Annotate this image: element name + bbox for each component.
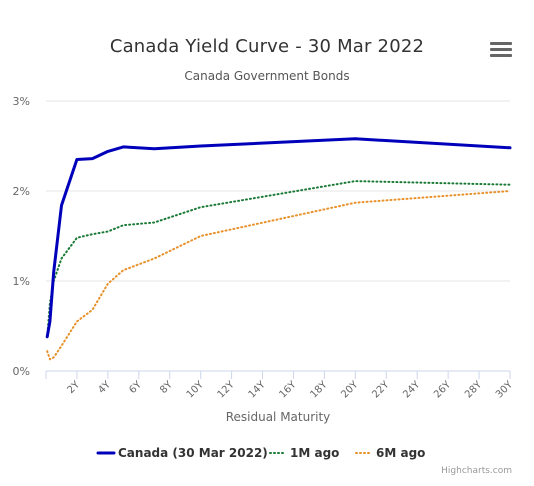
x-tick-label: 6Y (127, 379, 144, 396)
x-tick-label: 26Y (432, 379, 454, 401)
y-tick-label: 3% (13, 95, 30, 108)
hamburger-menu-icon[interactable] (490, 42, 512, 60)
menu-bar (490, 42, 512, 45)
chart-title: Canada Yield Curve - 30 Mar 2022 (109, 36, 425, 57)
credits-link[interactable]: Highcharts.com (441, 466, 512, 476)
x-tick-label: 20Y (339, 379, 361, 401)
x-tick-label: 4Y (96, 379, 113, 396)
chart-subtitle: Canada Government Bonds (184, 69, 350, 83)
x-tick-label: 24Y (401, 379, 423, 401)
series-line (45, 137, 512, 339)
x-tick-label: 12Y (216, 379, 238, 401)
legend-item-label[interactable]: 1M ago (290, 446, 339, 460)
x-tick-label: 2Y (65, 379, 82, 396)
x-tick-label: 14Y (247, 379, 269, 401)
x-tick-label: 22Y (370, 379, 392, 401)
series-line (46, 190, 511, 361)
y-tick-label: 0% (13, 365, 30, 378)
x-tick-label: 16Y (277, 379, 299, 401)
legend-item-label[interactable]: Canada (30 Mar 2022) (118, 446, 268, 460)
menu-bar (490, 48, 512, 51)
x-axis-label: Residual Maturity (226, 410, 331, 424)
x-tick-label: 10Y (185, 379, 207, 401)
menu-bar (490, 54, 512, 57)
x-tick-label: 28Y (463, 379, 485, 401)
series-line (46, 180, 511, 338)
y-tick-label: 2% (13, 185, 30, 198)
x-tick-label: 8Y (158, 379, 175, 396)
x-tick-label: 30Y (494, 379, 516, 401)
legend-item-label[interactable]: 6M ago (376, 446, 425, 460)
y-tick-label: 1% (13, 275, 30, 288)
x-tick-label: 18Y (308, 379, 330, 401)
